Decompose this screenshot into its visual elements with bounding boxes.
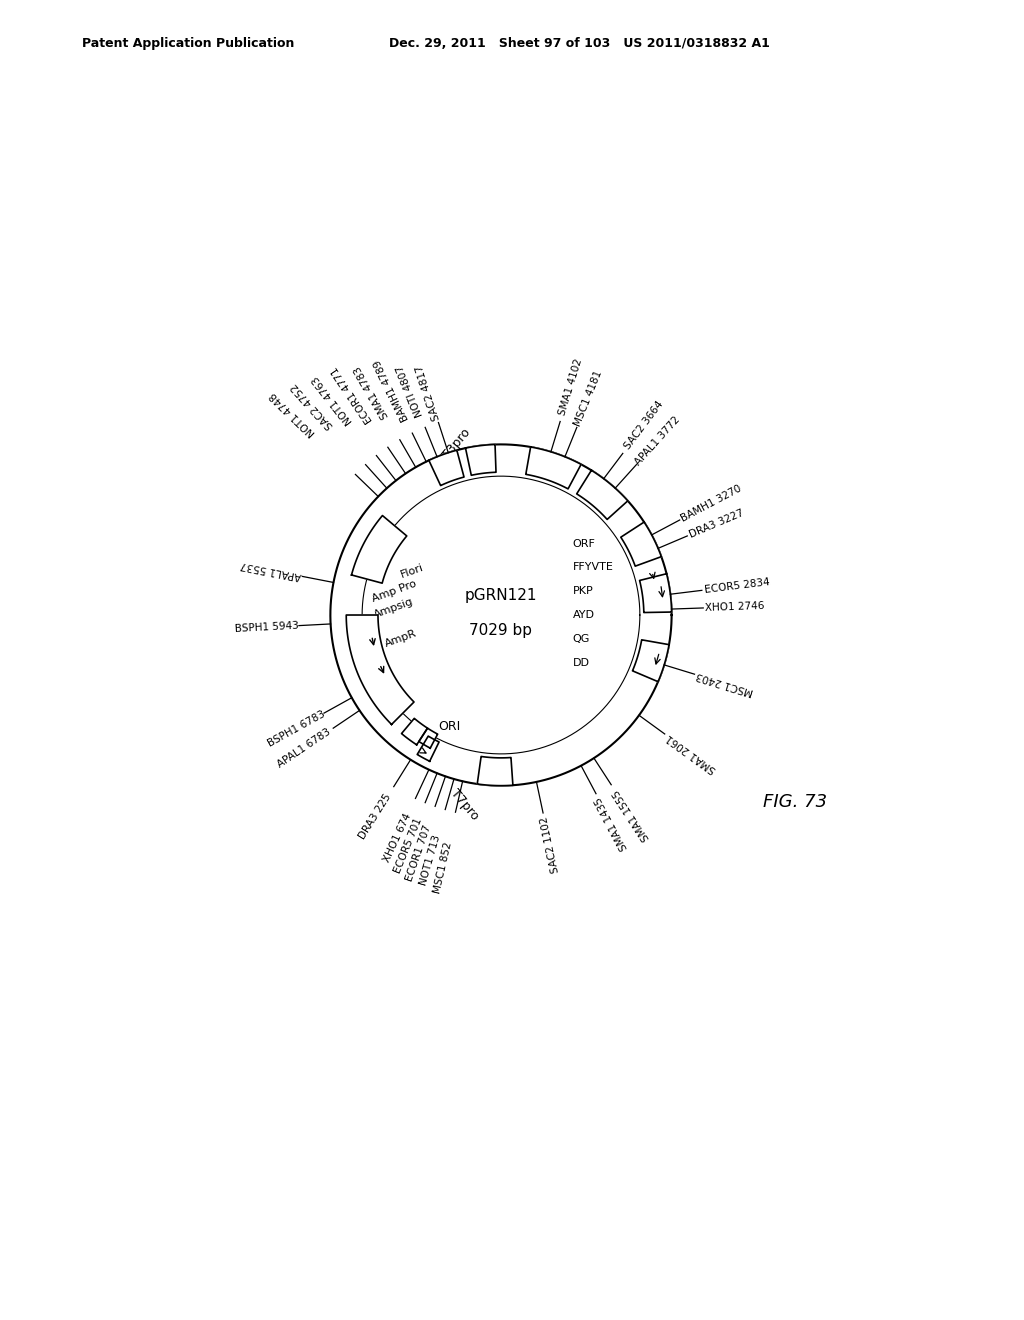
- Text: SMA1 1555: SMA1 1555: [611, 788, 651, 842]
- Polygon shape: [477, 756, 513, 785]
- Text: SMA1 4102: SMA1 4102: [557, 358, 584, 417]
- Polygon shape: [633, 640, 669, 681]
- Text: APAL1 5537: APAL1 5537: [240, 560, 302, 581]
- Text: SMA1 2061: SMA1 2061: [665, 733, 719, 775]
- Text: SAC2 4752: SAC2 4752: [290, 381, 336, 430]
- Polygon shape: [466, 445, 496, 475]
- Text: T3pro: T3pro: [440, 426, 473, 462]
- Polygon shape: [419, 729, 437, 748]
- Text: T7pro: T7pro: [449, 787, 481, 824]
- Text: MSC1 852: MSC1 852: [432, 841, 454, 895]
- Text: DRA3 3227: DRA3 3227: [688, 508, 745, 540]
- Text: ECOR1 4771: ECOR1 4771: [330, 364, 375, 425]
- Text: NOT1 713: NOT1 713: [419, 834, 442, 887]
- Text: SMA1 4783: SMA1 4783: [353, 363, 391, 420]
- Text: MSC1 4181: MSC1 4181: [573, 368, 604, 428]
- Text: SAC2 3664: SAC2 3664: [623, 399, 666, 451]
- Polygon shape: [429, 450, 464, 486]
- Text: ORI: ORI: [438, 719, 461, 733]
- Text: Dec. 29, 2011   Sheet 97 of 103   US 2011/0318832 A1: Dec. 29, 2011 Sheet 97 of 103 US 2011/03…: [389, 37, 770, 50]
- Text: PKP: PKP: [572, 586, 593, 597]
- Text: Flori: Flori: [399, 562, 426, 581]
- Text: ECOR5 701: ECOR5 701: [392, 816, 424, 874]
- Text: NOTI 4807: NOTI 4807: [395, 363, 425, 418]
- Text: DD: DD: [572, 657, 590, 668]
- Text: FIG. 73: FIG. 73: [763, 792, 827, 810]
- Text: BSPH1 5943: BSPH1 5943: [234, 620, 299, 634]
- Text: Patent Application Publication: Patent Application Publication: [82, 37, 294, 50]
- Text: ECOR5 2834: ECOR5 2834: [705, 577, 770, 595]
- Text: Amp Pro: Amp Pro: [371, 578, 418, 603]
- Text: XHO1 674: XHO1 674: [381, 812, 413, 865]
- Text: DRA3 225: DRA3 225: [357, 792, 393, 841]
- Text: BSPH1 6783: BSPH1 6783: [266, 709, 327, 748]
- Text: NOT1 4763: NOT1 4763: [310, 374, 354, 425]
- Text: pGRN121: pGRN121: [465, 587, 538, 603]
- Polygon shape: [346, 615, 414, 725]
- Text: QG: QG: [572, 634, 590, 644]
- Text: FFYVTE: FFYVTE: [572, 562, 613, 573]
- Polygon shape: [401, 718, 427, 744]
- Text: SAC2 1102: SAC2 1102: [539, 814, 560, 873]
- Polygon shape: [525, 447, 581, 488]
- Polygon shape: [417, 737, 439, 762]
- Text: ECOR1 707: ECOR1 707: [404, 824, 433, 882]
- Text: APAL1 6783: APAL1 6783: [275, 727, 332, 770]
- Text: NOT1 4748: NOT1 4748: [268, 389, 317, 438]
- Text: 7029 bp: 7029 bp: [469, 623, 532, 639]
- Text: AmpR: AmpR: [383, 628, 418, 649]
- Polygon shape: [351, 516, 407, 583]
- Text: XHO1 2746: XHO1 2746: [706, 601, 765, 612]
- Text: ORF: ORF: [572, 539, 595, 549]
- Text: SAC2 4817: SAC2 4817: [415, 363, 442, 421]
- Text: BAMH1 3270: BAMH1 3270: [679, 483, 743, 524]
- Polygon shape: [621, 523, 662, 566]
- Text: SMA1 1435: SMA1 1435: [593, 795, 630, 851]
- Polygon shape: [577, 470, 628, 520]
- Text: AYD: AYD: [572, 610, 594, 620]
- Text: APAL1 3772: APAL1 3772: [633, 414, 682, 467]
- Polygon shape: [640, 574, 672, 612]
- Text: MSC1 2403: MSC1 2403: [695, 671, 755, 697]
- Text: BAMH1 4789: BAMH1 4789: [372, 358, 411, 422]
- Text: Ampsig: Ampsig: [373, 597, 416, 620]
